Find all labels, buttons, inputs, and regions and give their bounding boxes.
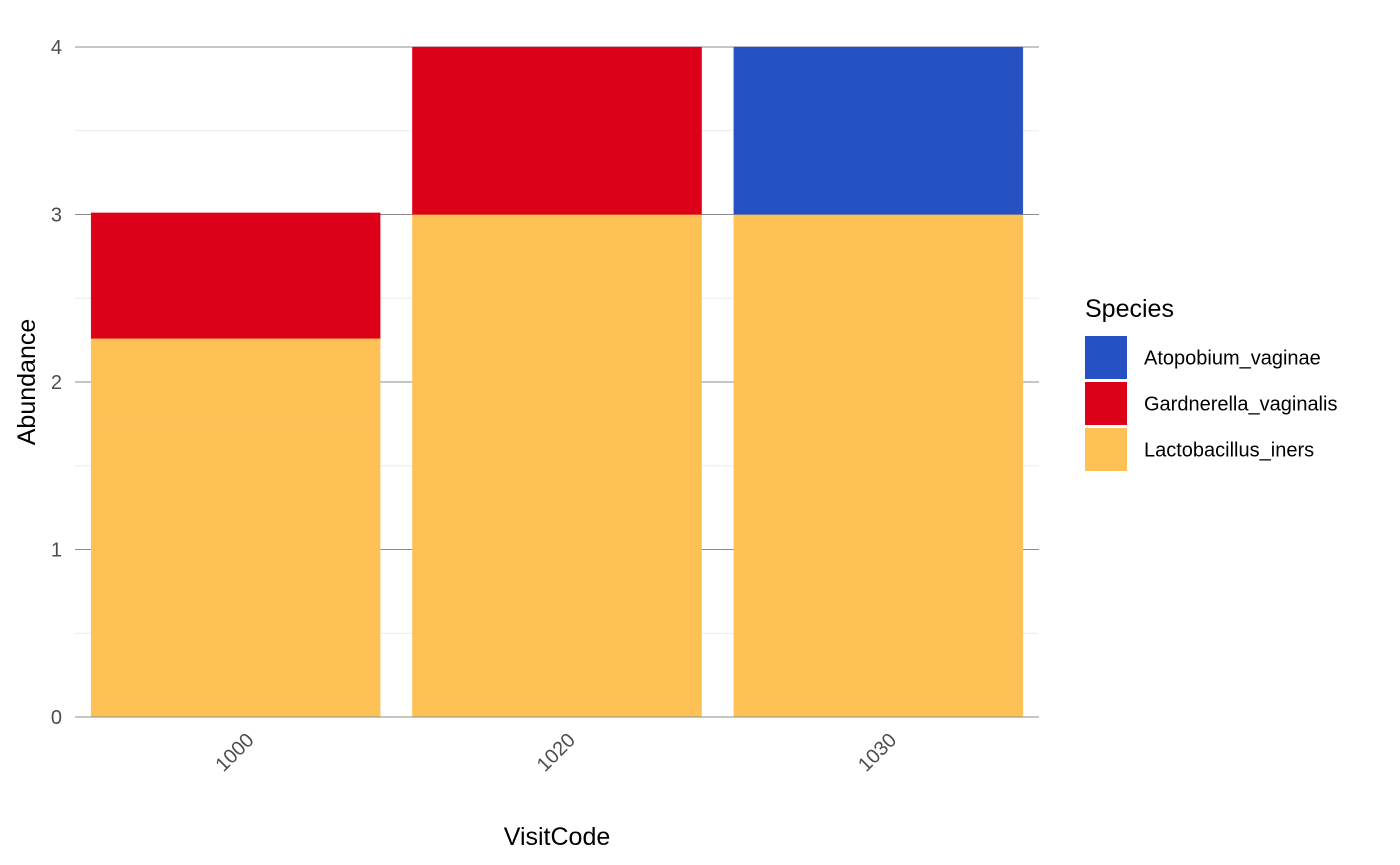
x-tick-label: 1020 (533, 729, 580, 776)
legend-key-label: Lactobacillus_iners (1144, 440, 1314, 462)
y-axis-title: Abundance (13, 319, 41, 446)
bar-segment (90, 422, 381, 718)
bar-segment (733, 46, 1024, 215)
legend-title: Species (1085, 295, 1174, 323)
legend-key-swatch (1085, 382, 1127, 425)
y-tick-label: 2 (51, 372, 62, 394)
y-tick-label: 3 (51, 205, 62, 227)
y-tick-label: 1 (51, 540, 62, 562)
legend-key-swatch (1085, 428, 1127, 471)
bar-segment (733, 214, 1024, 718)
bar-segment (90, 252, 381, 339)
legend-key-label: Gardnerella_vaginalis (1144, 394, 1337, 416)
bar-segment (412, 214, 702, 718)
x-tick-label: 1030 (854, 729, 901, 776)
x-axis-tick-labels: 1000 1020 1030 (211, 729, 901, 776)
y-axis-tick-labels: 0 1 2 3 4 (51, 37, 62, 729)
x-tick-label: 1000 (211, 729, 258, 776)
bar-segment (90, 212, 381, 254)
bars (75, 46, 1039, 718)
bar-segment (90, 338, 381, 423)
x-axis-title: VisitCode (504, 823, 611, 851)
y-tick-label: 0 (51, 707, 62, 729)
y-tick-label: 4 (51, 37, 62, 59)
legend-key-swatch (1085, 336, 1127, 379)
legend-key-label: Atopobium_vaginae (1144, 348, 1321, 370)
bar-segment (412, 46, 702, 215)
legend: Species Atopobium_vaginae Gardnerella_vag… (1085, 295, 1337, 471)
